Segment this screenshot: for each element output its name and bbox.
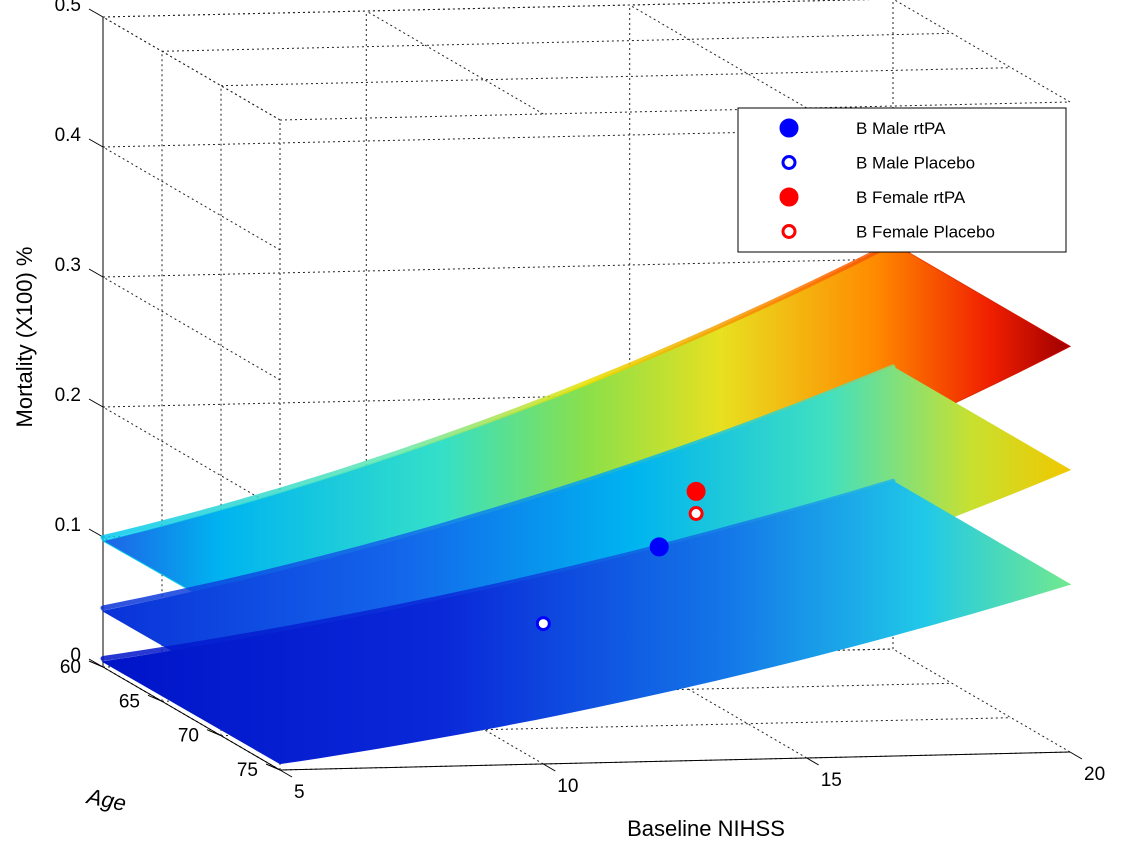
- legend-marker: [779, 187, 799, 207]
- grid-line: [366, 10, 544, 115]
- grid-line: [161, 32, 953, 52]
- grid-line: [892, 648, 1071, 753]
- x-tick-label: 15: [821, 770, 842, 791]
- grid-line: [102, 16, 281, 121]
- data-points: [535, 481, 706, 632]
- z-tick-mark: [88, 268, 104, 278]
- legend-marker: [781, 224, 797, 239]
- z-tick-label: 0.4: [55, 125, 82, 146]
- y-tick-label: 75: [237, 760, 258, 781]
- z-tick-label: 0.2: [55, 385, 81, 406]
- legend-marker: [781, 155, 797, 170]
- y-tick-label: 65: [119, 691, 140, 712]
- z-tick-label: 0.1: [55, 515, 81, 536]
- grid-line: [102, 146, 281, 251]
- data-point: [649, 537, 669, 557]
- y-tick-mark: [265, 763, 281, 771]
- x-tick-mark: [279, 769, 293, 778]
- grid-line: [220, 67, 1012, 87]
- legend: B Male rtPA B Male Placebo B Female rtPA B …: [737, 107, 1067, 253]
- legend-label: B Female Placebo: [856, 223, 995, 242]
- axes-box: [88, 8, 1083, 778]
- surface-edge-2: [100, 364, 896, 611]
- grid-line: [893, 0, 1071, 103]
- z-axis-label: Mortality (X100) %: [12, 247, 37, 428]
- z-tick-label: 0.3: [55, 255, 81, 276]
- y-axis-label: Age: [83, 783, 128, 816]
- z-tick-mark: [88, 8, 104, 18]
- y-tick-mark: [147, 694, 163, 702]
- data-point: [535, 616, 551, 632]
- z-tick-mark: [88, 528, 104, 538]
- grid-line: [102, 0, 872, 18]
- data-point: [688, 506, 704, 521]
- z-tick-label: 0.5: [55, 0, 81, 16]
- grid-line: [102, 128, 894, 148]
- z-tick-label: 0: [70, 645, 81, 666]
- z-tick-mark: [88, 138, 104, 148]
- z-tick-mark: [88, 658, 104, 668]
- x-tick-mark: [806, 757, 819, 766]
- surfaces: [100, 240, 1072, 765]
- data-point: [686, 481, 706, 501]
- x-tick-label: 20: [1084, 764, 1105, 785]
- x-axis-label: Baseline NIHSS: [627, 816, 785, 841]
- grid-line: [102, 406, 281, 511]
- legend-marker: [779, 118, 799, 138]
- y-axis-line: [102, 666, 281, 771]
- grid-line: [102, 276, 281, 381]
- y-tick-label: 70: [178, 726, 199, 747]
- z-tick-mark: [88, 398, 104, 408]
- surface-edge-1: [100, 240, 896, 541]
- y-tick-mark: [206, 729, 222, 737]
- legend-label: B Female rtPA: [856, 188, 966, 207]
- legend-label: B Male rtPA: [856, 119, 946, 138]
- x-tick-mark: [543, 763, 556, 772]
- x-tick-label: 10: [557, 776, 578, 797]
- tick-labels: 5 10 15 20 60 65 70 75 0 0.1 0.2 0.3 0.4 0.5: [55, 0, 1106, 803]
- x-tick-mark: [1069, 751, 1083, 760]
- surface-edge-3: [100, 478, 896, 661]
- x-tick-label: 5: [294, 782, 305, 803]
- y-tick-label: 60: [60, 657, 81, 678]
- grid-line: [102, 258, 894, 278]
- grid-line: [279, 101, 1071, 121]
- axis-labels: Mortality (X100) % Baseline NIHSS Age: [12, 247, 785, 841]
- grid-line: [102, 388, 894, 408]
- grid-line: [629, 4, 807, 109]
- x-axis-line: [279, 751, 1071, 771]
- legend-label: B Male Placebo: [856, 154, 975, 173]
